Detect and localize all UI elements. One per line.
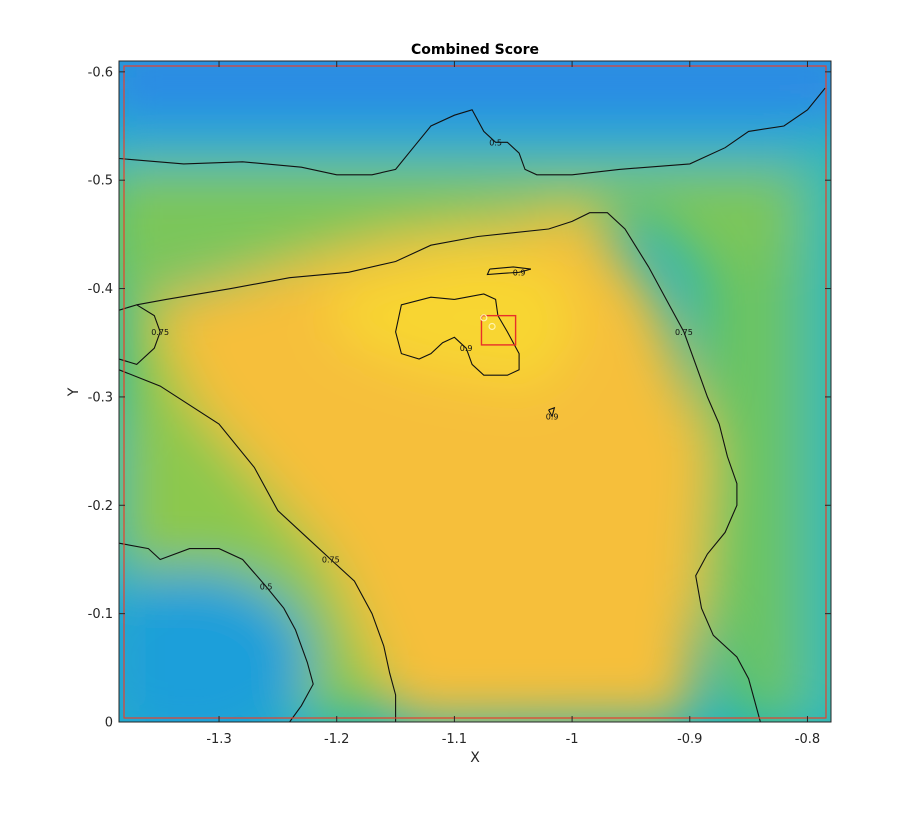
y-axis-label: Y [66, 387, 82, 397]
y-tick-label: -0.5 [88, 174, 113, 189]
y-axis-ticks: -0.6 -0.5 -0.4 -0.3 -0.2 -0.1 0 [88, 65, 831, 731]
x-axis-ticks: -1.3 -1.2 -1.1 -1 -0.9 -0.8 [206, 61, 820, 747]
contour-lines [119, 87, 826, 722]
contour-line-0-9 [486, 266, 532, 276]
contour-label: 0.75 [675, 328, 693, 337]
contour-line-0-9 [548, 406, 556, 418]
contour-label: 0.9 [546, 412, 559, 421]
highlight-point [480, 314, 488, 322]
right-edge-teal [800, 140, 831, 722]
y-tick-label: -0.1 [88, 607, 113, 622]
contour-line-0-75 [136, 212, 761, 722]
contour-labels: 0.5 0.5 0.75 0.75 0.75 0.9 0.9 0.9 [151, 138, 693, 592]
chart-title: Combined Score [411, 42, 539, 58]
x-tick-label: -1.3 [206, 732, 231, 747]
contour-line-0-9 [395, 293, 520, 376]
y-tick-label: 0 [105, 716, 113, 731]
highlight-box [480, 314, 517, 346]
x-tick-label: -0.8 [795, 732, 820, 747]
contour-label: 0.9 [513, 268, 526, 277]
upper-band-teal [119, 118, 831, 168]
contour-label: 0.75 [322, 555, 340, 564]
right-green-zone [700, 260, 831, 722]
x-axis-label: X [470, 750, 480, 766]
highlight-marks [480, 314, 517, 346]
red-boundary-frame [123, 65, 827, 719]
lower-left-blue-pocket [119, 570, 310, 722]
contour-line-0-5 [119, 87, 826, 176]
bright-peak-zone [330, 250, 580, 390]
green-band [119, 165, 831, 300]
plot-frame [118, 60, 832, 723]
top-band-blue [119, 61, 831, 120]
x-tick-label: -1 [566, 732, 579, 747]
contour-label: 0.9 [460, 344, 473, 353]
y-tick-label: -0.4 [88, 282, 113, 297]
contour-line-0-5 [119, 542, 314, 722]
y-tick-label: -0.6 [88, 65, 113, 80]
x-tick-label: -1.2 [324, 732, 349, 747]
left-edge-teal [119, 420, 120, 722]
highlight-point [488, 322, 496, 331]
y-tick-label: -0.2 [88, 499, 113, 514]
x-tick-label: -1.1 [442, 732, 467, 747]
heatmap-field [119, 61, 831, 722]
x-tick-label: -0.9 [677, 732, 702, 747]
contour-label: 0.5 [489, 138, 502, 147]
contour-label: 0.5 [260, 583, 273, 592]
contour-line-0-75 [119, 369, 397, 722]
contour-label: 0.75 [151, 328, 169, 337]
y-tick-label: -0.3 [88, 390, 113, 405]
